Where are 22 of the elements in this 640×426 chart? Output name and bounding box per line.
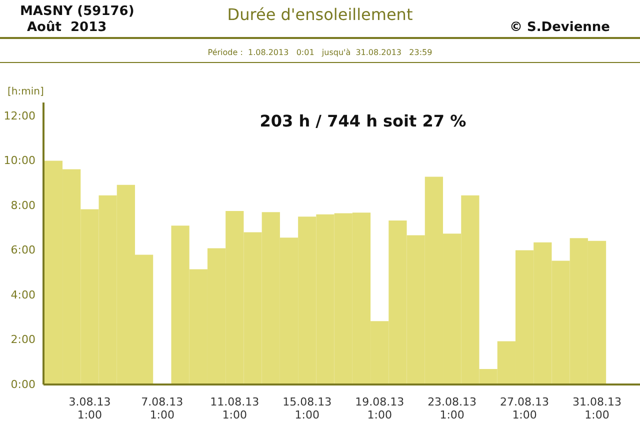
x-tick-label: 15.08.13 1:00 xyxy=(282,396,332,422)
x-tick-label: 27.08.13 1:00 xyxy=(500,396,550,422)
x-tick-label: 11.08.13 1:00 xyxy=(210,396,260,422)
x-tick-label: 23.08.13 1:00 xyxy=(428,396,477,422)
chart-title: Durée d'ensoleillement xyxy=(227,5,413,24)
y-tick-label: 10:00 xyxy=(4,154,36,168)
x-tick-label: 7.08.13 1:00 xyxy=(141,396,184,422)
x-tick-label: 19.08.13 1:00 xyxy=(355,396,404,422)
y-tick-label: 0:00 xyxy=(10,378,36,391)
text: MASNY (59176) xyxy=(20,3,134,20)
text: Période : 1.08.2013 0:01 jusqu'à 31.08.2013 23:59 xyxy=(206,47,434,58)
y-tick-label: 2:00 xyxy=(10,333,36,346)
y-tick-label: 6:00 xyxy=(10,244,36,257)
y-tick-label: 8:00 xyxy=(10,198,36,212)
y-tick-label: 4:00 xyxy=(10,288,36,302)
text: © S.Devienne xyxy=(509,19,610,37)
x-tick-label: 31.08.13 1:00 xyxy=(572,396,622,422)
y-axis-title: [h:min] xyxy=(8,86,44,98)
x-tick-label: 3.08.13 1:00 xyxy=(68,396,111,422)
annotation: 203 h / 744 h soit 27 % xyxy=(260,112,466,130)
y-tick-label: 12:00 xyxy=(4,109,36,122)
text: Août 2013 xyxy=(27,19,107,37)
